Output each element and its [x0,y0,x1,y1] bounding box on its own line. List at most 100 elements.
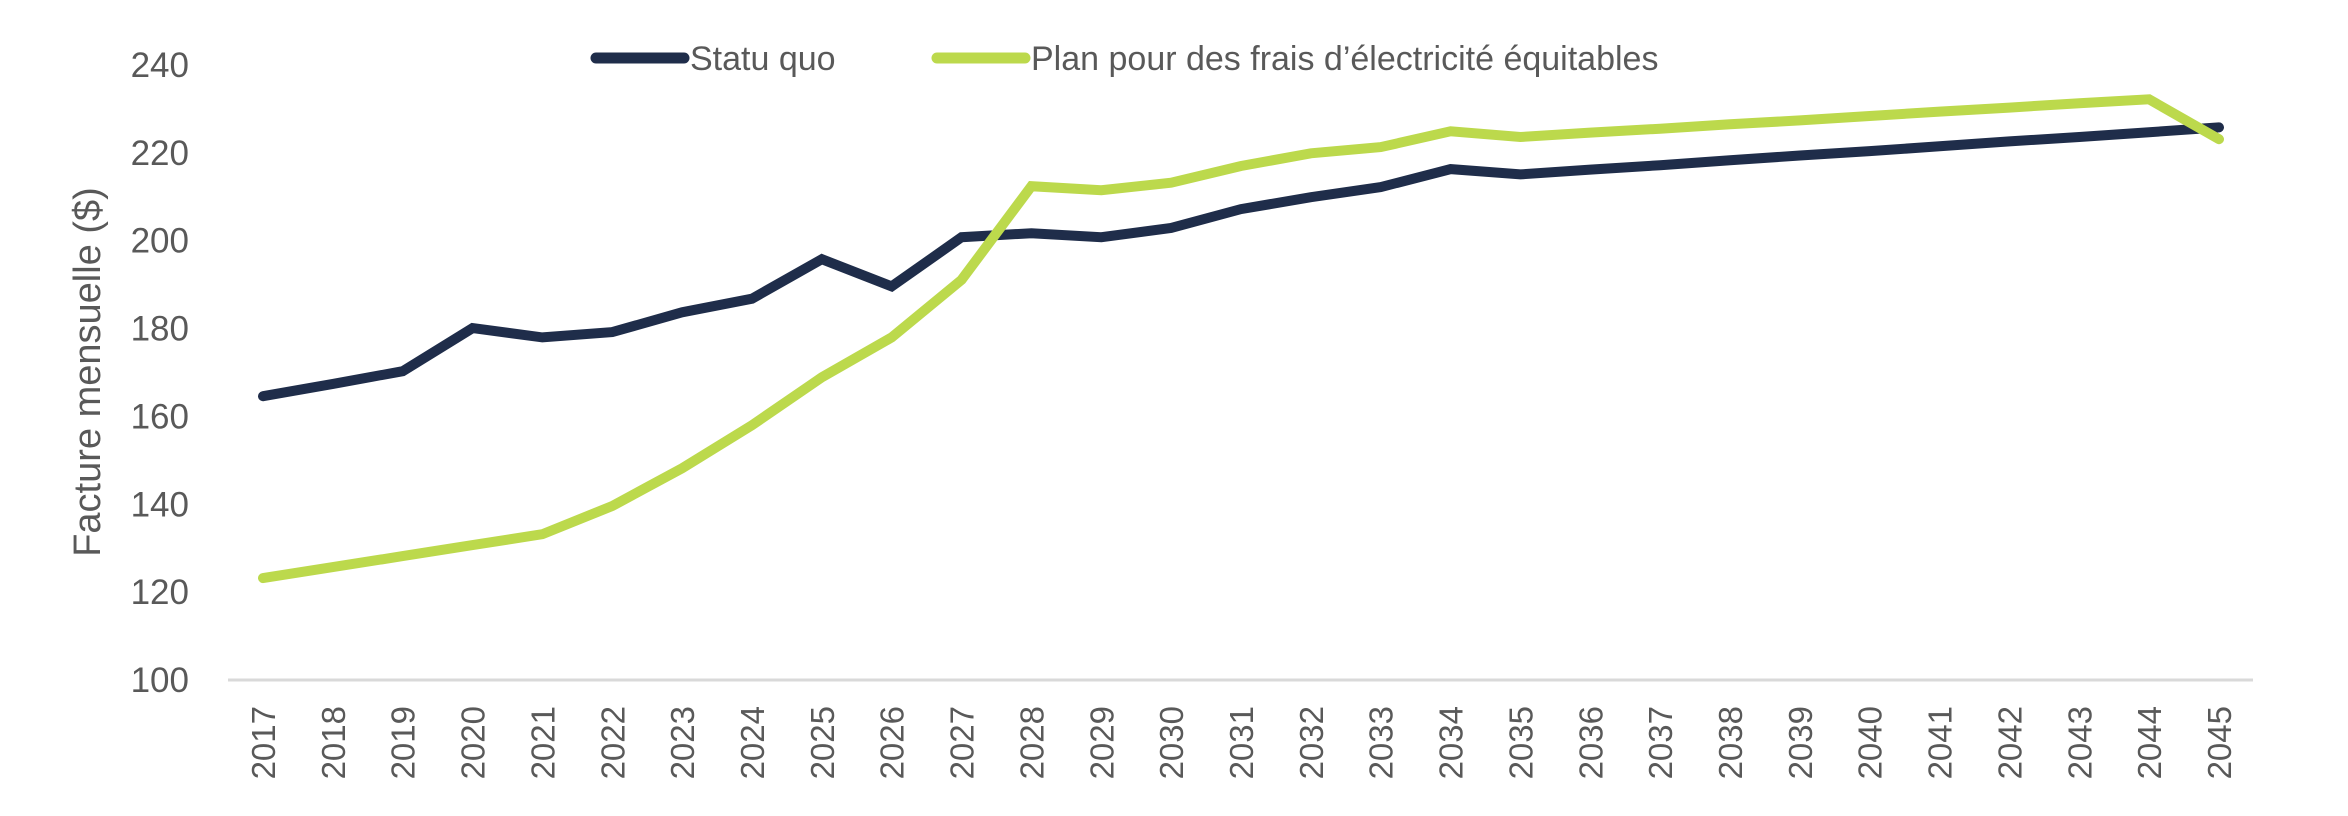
data-point [1096,232,1106,242]
data-point [1236,161,1246,171]
data-point [1865,146,1875,156]
x-tick-label: 2032 [1293,706,1330,779]
data-point [1795,115,1805,125]
x-tick-label: 2027 [944,706,981,779]
data-point [1515,169,1525,179]
data-point [1096,185,1106,195]
data-point [817,372,827,382]
x-tick-label: 2036 [1572,706,1609,779]
x-tick-label: 2042 [1991,706,2028,779]
legend-item-statu-quo[interactable]: Statu quo [590,40,836,78]
x-tick-label: 2045 [2201,706,2238,779]
data-point [1935,107,1945,117]
data-point [1236,204,1246,214]
x-tick-label: 2018 [315,706,352,779]
data-point [677,307,687,317]
x-tick-label: 2021 [524,706,561,779]
x-tick-label: 2023 [664,706,701,779]
x-tick-label: 2040 [1852,706,1889,779]
data-point [957,232,967,242]
x-tick-label: 2019 [385,706,422,779]
data-point [1585,128,1595,138]
data-point [747,294,757,304]
x-tick-label: 2031 [1223,706,1260,779]
y-tick-label: 220 [131,134,189,173]
legend-label-plan: Plan pour des frais d’électricité équita… [1031,40,1658,78]
data-point [258,391,268,401]
legend-item-plan[interactable]: Plan pour des frais d’électricité équita… [931,40,1658,78]
data-point [1655,124,1665,134]
data-point [2004,136,2014,146]
data-point [1446,126,1456,136]
data-point [1795,151,1805,161]
data-point [1026,228,1036,238]
data-point [2214,134,2224,144]
x-tick-label: 2038 [1712,706,1749,779]
data-point [607,327,617,337]
legend: Statu quo Plan pour des frais d’électric… [590,40,1658,78]
data-point [2144,94,2154,104]
data-point [747,420,757,430]
data-point [1515,132,1525,142]
data-point [887,332,897,342]
x-tick-label: 2033 [1363,706,1400,779]
data-point [1376,142,1386,152]
x-tick-label: 2029 [1083,706,1120,779]
data-point [2074,98,2084,108]
x-tick-label: 2017 [245,706,282,779]
x-tick-label: 2030 [1153,706,1190,779]
x-axis-ticks: 2017 2018 2019 2020 2021 2022 2023 2024 2025 2026… [245,706,2238,779]
data-point [1026,181,1036,191]
data-point [607,501,617,511]
y-tick-label: 240 [131,46,189,85]
data-point [328,379,338,389]
y-tick-label: 160 [131,397,189,436]
y-tick-label: 180 [131,310,189,349]
y-axis-ticks: 100 120 140 160 180 200 220 240 [131,46,189,700]
series-line-statu-quo [258,122,2224,402]
x-tick-label: 2022 [594,706,631,779]
data-point [1306,148,1316,158]
x-tick-label: 2020 [455,706,492,779]
data-point [2214,122,2224,132]
data-point [1166,223,1176,233]
y-tick-label: 120 [131,573,189,612]
x-tick-label: 2035 [1502,706,1539,779]
data-point [1865,111,1875,121]
x-tick-label: 2043 [2061,706,2098,779]
y-axis-title: Facture mensuelle ($) [67,187,109,557]
data-point [1166,178,1176,188]
series-line-plan [258,94,2224,584]
data-point [398,551,408,561]
data-point [468,323,478,333]
data-point [328,562,338,572]
data-point [1725,119,1735,129]
x-tick-label: 2024 [734,706,771,779]
series-layer [258,94,2224,584]
y-tick-label: 100 [131,661,189,700]
data-point [537,529,547,539]
y-tick-label: 140 [131,485,189,524]
x-tick-label: 2039 [1782,706,1819,779]
data-point [1306,192,1316,202]
data-point [1376,182,1386,192]
data-point [887,281,897,291]
x-tick-label: 2025 [804,706,841,779]
x-tick-label: 2034 [1433,706,1470,779]
data-point [258,573,268,583]
x-tick-label: 2041 [1922,706,1959,779]
data-point [1935,141,1945,151]
data-point [677,463,687,473]
data-point [398,366,408,376]
data-point [537,332,547,342]
data-point [817,254,827,264]
data-point [1655,160,1665,170]
data-point [1725,155,1735,165]
data-point [957,275,967,285]
x-tick-label: 2044 [2131,706,2168,779]
legend-label-statu-quo: Statu quo [690,40,836,78]
y-tick-label: 200 [131,222,189,261]
data-point [468,540,478,550]
data-point [2074,132,2084,142]
